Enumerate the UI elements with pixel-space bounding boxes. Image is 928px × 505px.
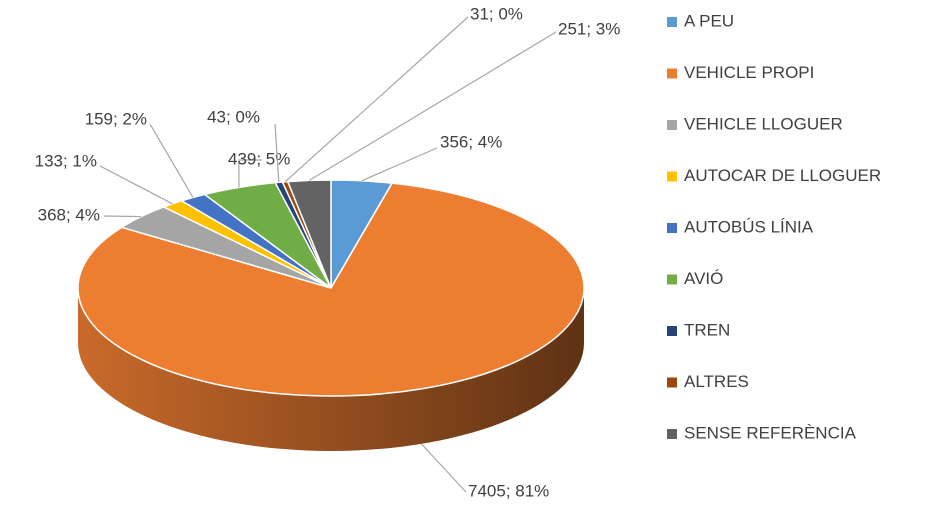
pie-side <box>78 288 584 451</box>
legend-swatch <box>667 17 677 27</box>
data-label: 31; 0% <box>470 4 523 23</box>
legend-swatch <box>667 171 677 182</box>
legend-label: A PEU <box>684 11 734 30</box>
legend-label: TREN <box>684 320 730 339</box>
legend-label: VEHICLE LLOGUER <box>684 114 843 133</box>
legend-swatch <box>667 274 677 285</box>
data-label: 133; 1% <box>35 151 97 170</box>
leader-line <box>284 16 469 183</box>
data-label: 159; 2% <box>85 109 147 128</box>
legend-label: AVIÓ <box>684 269 723 288</box>
legend-label: ALTRES <box>684 372 749 391</box>
data-label: 439; 5% <box>228 149 290 168</box>
leader-line <box>361 147 438 182</box>
leader-line <box>238 159 262 188</box>
data-label: 356; 4% <box>440 132 502 151</box>
leader-line <box>308 31 557 181</box>
leader-line <box>420 443 467 493</box>
legend-swatch <box>667 120 677 130</box>
leader-line <box>274 123 280 183</box>
legend-label: VEHICLE PROPI <box>684 63 814 82</box>
pie-slice <box>77 182 585 397</box>
data-label: 251; 3% <box>558 19 620 38</box>
data-label: 7405; 81% <box>468 481 549 500</box>
legend-label: SENSE REFERÈNCIA <box>684 423 857 442</box>
legend-swatch <box>667 68 677 79</box>
legend-swatch <box>667 326 677 336</box>
legend-swatch <box>667 223 677 233</box>
data-label: 368; 4% <box>38 205 100 224</box>
data-label: 43; 0% <box>207 107 260 126</box>
leader-line <box>99 165 173 205</box>
legend-label: AUTOBÚS LÍNIA <box>684 217 814 236</box>
legend-swatch <box>667 377 677 388</box>
leader-line <box>103 215 142 218</box>
leader-line <box>149 123 194 198</box>
legend-swatch <box>667 429 677 439</box>
legend-label: AUTOCAR DE LLOGUER <box>684 166 881 185</box>
